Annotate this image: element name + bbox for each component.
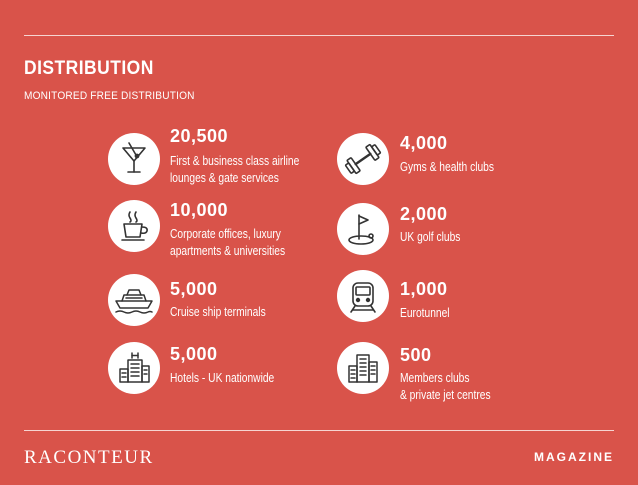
item-description: Corporate offices, luxury apartments & un… <box>170 227 286 258</box>
train-icon <box>337 270 389 322</box>
page-subtitle: MONITORED FREE DISTRIBUTION <box>24 90 195 102</box>
item-number: 5,000 <box>170 344 218 364</box>
raconteur-logo: RACONTEUR <box>24 447 154 468</box>
golf-flag-icon <box>337 203 389 255</box>
top-divider <box>24 35 614 36</box>
buildings-icon <box>337 342 389 394</box>
cruise-ship-icon <box>108 274 160 326</box>
item-number: 10,000 <box>170 200 229 220</box>
item-description: First & business class airline lounges & … <box>170 154 300 185</box>
bottom-divider <box>24 430 614 431</box>
item-description: Eurotunnel <box>400 306 450 320</box>
item-number: 4,000 <box>400 133 448 153</box>
item-description: Gyms & health clubs <box>400 160 495 174</box>
coffee-cup-icon <box>108 200 160 252</box>
item-description: Hotels - UK nationwide <box>170 371 275 385</box>
page-title: DISTRIBUTION <box>24 58 154 79</box>
item-description: Cruise ship terminals <box>170 305 266 319</box>
item-number: 2,000 <box>400 204 448 224</box>
item-description: UK golf clubs <box>400 230 461 244</box>
dumbbell-icon <box>337 133 389 185</box>
item-number: 500 <box>400 345 432 365</box>
item-number: 5,000 <box>170 279 218 299</box>
item-number: 1,000 <box>400 279 448 299</box>
cocktail-icon <box>108 133 160 185</box>
item-description: Members clubs & private jet centres <box>400 371 491 402</box>
item-number: 20,500 <box>170 126 229 146</box>
magazine-label: MAGAZINE <box>534 450 614 464</box>
hotel-icon <box>108 342 160 394</box>
